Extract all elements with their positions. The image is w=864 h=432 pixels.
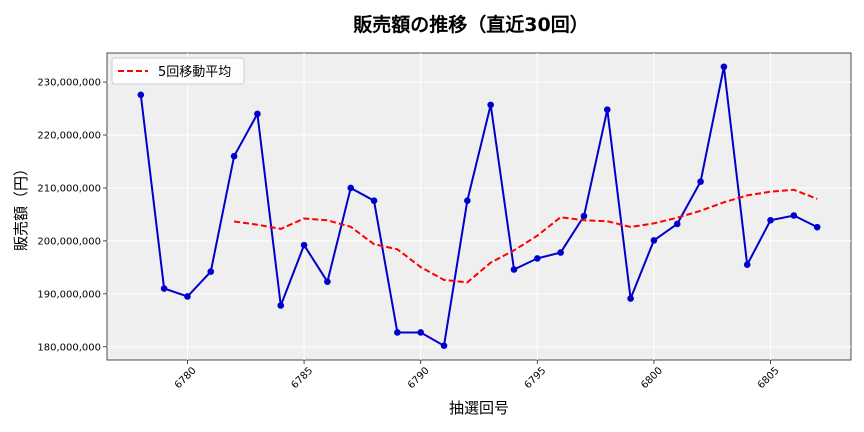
sales-point [673,220,681,228]
y-tick-label: 180,000,000 [37,342,101,353]
x-tick-label: 6800 [639,365,665,391]
legend-label-moving-average: 5回移動平均 [158,65,231,80]
sales-point [534,255,541,262]
sales-point [767,216,774,224]
moving-average-line [233,188,818,284]
sales-point [370,197,378,204]
sales-point [603,106,611,113]
sales-point [813,223,821,231]
y-axis-label: 販売額（円） [12,161,30,251]
sales-point [160,285,168,292]
x-axis-label: 抽選回号 [449,399,509,417]
sales-point [394,329,401,336]
sales-point [580,212,588,220]
sales-point [300,241,308,249]
grid [107,53,851,360]
y-tick-label: 210,000,000 [37,183,101,194]
legend-box [111,57,245,85]
sales-point [557,249,564,256]
x-tick-label: 6795 [523,365,549,391]
sales-point [184,293,191,300]
x-tick-label: 6805 [756,365,782,391]
sales-point [487,101,494,109]
y-tick-label: 200,000,000 [37,236,101,247]
sales-point [417,329,424,336]
sales-point [697,178,704,185]
legend: 5回移動平均 [111,57,245,85]
sales-point [277,302,285,309]
sales-point [324,278,331,285]
sales-line [139,66,818,348]
sales-point [627,295,634,302]
sales-point [440,342,448,350]
axis-ticks: 180,000,000 190,000,000 200,000,000 210,000… [37,78,781,392]
plot-area [106,52,852,361]
chart-title: 販売額の推移（直近30回） [353,13,588,36]
sales-point [137,91,145,99]
sales-point [207,268,215,275]
sales-point [510,266,518,273]
x-tick-label: 6790 [406,365,432,391]
y-tick-label: 190,000,000 [37,289,101,300]
y-tick-label: 220,000,000 [37,131,101,142]
sales-point [230,152,238,160]
sales-point [254,110,261,118]
sales-point [464,197,471,204]
y-tick-label: 230,000,000 [37,78,101,89]
sales-point [720,63,728,71]
sales-point [790,212,798,219]
x-tick-label: 6780 [173,365,199,391]
x-tick-label: 6785 [289,365,315,391]
sales-point [650,237,658,244]
series-layer [137,63,821,350]
sales-point [743,261,751,269]
sales-point [347,184,355,192]
